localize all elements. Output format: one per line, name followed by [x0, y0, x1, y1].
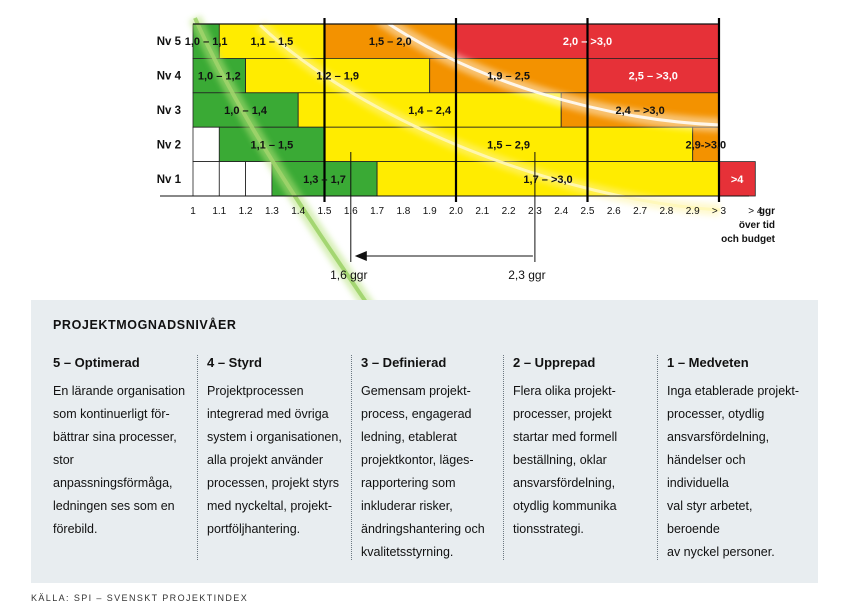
heatmap-cell	[324, 126, 694, 162]
level-5-column: 5 – Optimerad En lärande organisation so…	[53, 355, 193, 565]
x-tick-label: 1.1	[212, 206, 226, 217]
cell-label: 2,5 – >3,0	[629, 71, 678, 83]
cell-label: 1,0 – 1,4	[224, 105, 268, 117]
x-tick-label: > 3	[712, 206, 727, 217]
x-tick-label: 1	[190, 206, 196, 217]
decorative-curves	[189, 12, 721, 300]
level-4-column: 4 – Styrd Projektprocessen integrerad me…	[207, 355, 347, 565]
level-label: Nv 4	[157, 71, 182, 83]
heatmap-cell	[245, 161, 273, 197]
heatmap-cell	[192, 126, 220, 162]
level-label: Nv 3	[157, 105, 181, 117]
level-3-title: 3 – Definierad	[361, 355, 447, 370]
level-label: Nv 5	[157, 36, 182, 48]
x-tick-label: 2.6	[607, 206, 621, 217]
level-2-description: Flera olika projekt- processer, projekt …	[513, 384, 618, 536]
x-tick-label: 1.7	[370, 206, 384, 217]
level-1-description: Inga etablerade projekt- processer, otyd…	[667, 384, 800, 559]
level-5-title: 5 – Optimerad	[53, 355, 140, 370]
x-tick-label: 2.2	[502, 206, 516, 217]
x-tick-label: 1.8	[396, 206, 410, 217]
column-divider	[503, 355, 504, 560]
cell-label: 1,4 – 2,4	[408, 105, 452, 117]
cell-label: 1,5 – 2,9	[487, 139, 530, 151]
column-divider	[351, 355, 352, 560]
x-tick-label: 2.0	[449, 206, 463, 217]
cell-label: 1,1 – 1,5	[250, 139, 293, 151]
x-tick-label: 2.1	[475, 206, 489, 217]
level-1-title: 1 – Medveten	[667, 355, 749, 370]
level-2-column: 2 – Upprepad Flera olika projekt- proces…	[513, 355, 653, 565]
heatmap-cell	[297, 92, 562, 128]
cell-label: 2,0 – >3,0	[563, 36, 612, 48]
x-tick-label: 1.2	[239, 206, 253, 217]
cell-label: 2,4 – >3,0	[615, 105, 664, 117]
cell-label: 1,3 – 1,7	[303, 174, 346, 186]
cell-label: 1,0 – 1,2	[198, 71, 241, 83]
annotation-from-label: 2,3 ggr	[508, 268, 545, 282]
x-unit-label: ggr	[759, 206, 775, 217]
x-tick-label: > 4	[748, 206, 763, 217]
level-3-description: Gemensam projekt- process, engagerad led…	[361, 384, 485, 559]
level-2-title: 2 – Upprepad	[513, 355, 596, 370]
x-tick-label: 2.8	[659, 206, 673, 217]
cell-label: 1,5 – 2,0	[369, 36, 412, 48]
x-unit-label: och budget	[721, 234, 776, 245]
maturity-heatmap-chart: 1,0 – 1,1 1,1 – 1,5 1,5 – 2,0 2,0 – >3,0 1,0…	[157, 12, 776, 300]
x-tick-label: 2.9	[686, 206, 700, 217]
cell-label: 1,9 – 2,5	[487, 71, 530, 83]
cell-label: 1,1 – 1,5	[250, 36, 293, 48]
source-note: KÄLLA: SPI – SVENSKT PROJEKTINDEX	[31, 593, 249, 603]
level-5-description: En lärande organisation som kontinuerlig…	[53, 384, 186, 536]
x-tick-label: 2.4	[554, 206, 568, 217]
x-tick-label: 1.3	[265, 206, 279, 217]
cell-label: 1,7 – >3,0	[523, 174, 572, 186]
x-unit-label: över tid	[739, 220, 775, 231]
column-divider	[657, 355, 658, 560]
level-4-description: Projektprocessen integrerad med övriga s…	[207, 384, 342, 536]
heatmap-cell	[192, 161, 220, 197]
level-label: Nv 1	[157, 174, 182, 186]
x-tick-label: 2.5	[581, 206, 595, 217]
column-divider	[197, 355, 198, 560]
level-4-title: 4 – Styrd	[207, 355, 262, 370]
x-tick-label: 1.9	[423, 206, 437, 217]
annotation-to-label: 1,6 ggr	[330, 268, 367, 282]
panel-title: PROJEKTMOGNADSNIVÅER	[53, 318, 237, 332]
heatmap-cell	[218, 161, 247, 197]
maturity-levels-panel: PROJEKTMOGNADSNIVÅER 5 – Optimerad En lä…	[31, 300, 818, 583]
cell-label: 2,9->3,0	[686, 139, 727, 151]
x-tick-label: 2.7	[633, 206, 647, 217]
level-1-column: 1 – Medveten Inga etablerade projekt- pr…	[667, 355, 807, 565]
cell-label: >4	[731, 174, 744, 186]
cell-label: 1,2 – 1,9	[316, 71, 359, 83]
x-tick-label: 1.4	[291, 206, 305, 217]
arrow-left-icon	[354, 251, 367, 261]
cell-label: 1,0 – 1,1	[185, 36, 228, 48]
level-3-column: 3 – Definierad Gemensam projekt- process…	[361, 355, 501, 565]
x-tick-label: 1.5	[318, 206, 332, 217]
level-label: Nv 2	[157, 139, 181, 151]
